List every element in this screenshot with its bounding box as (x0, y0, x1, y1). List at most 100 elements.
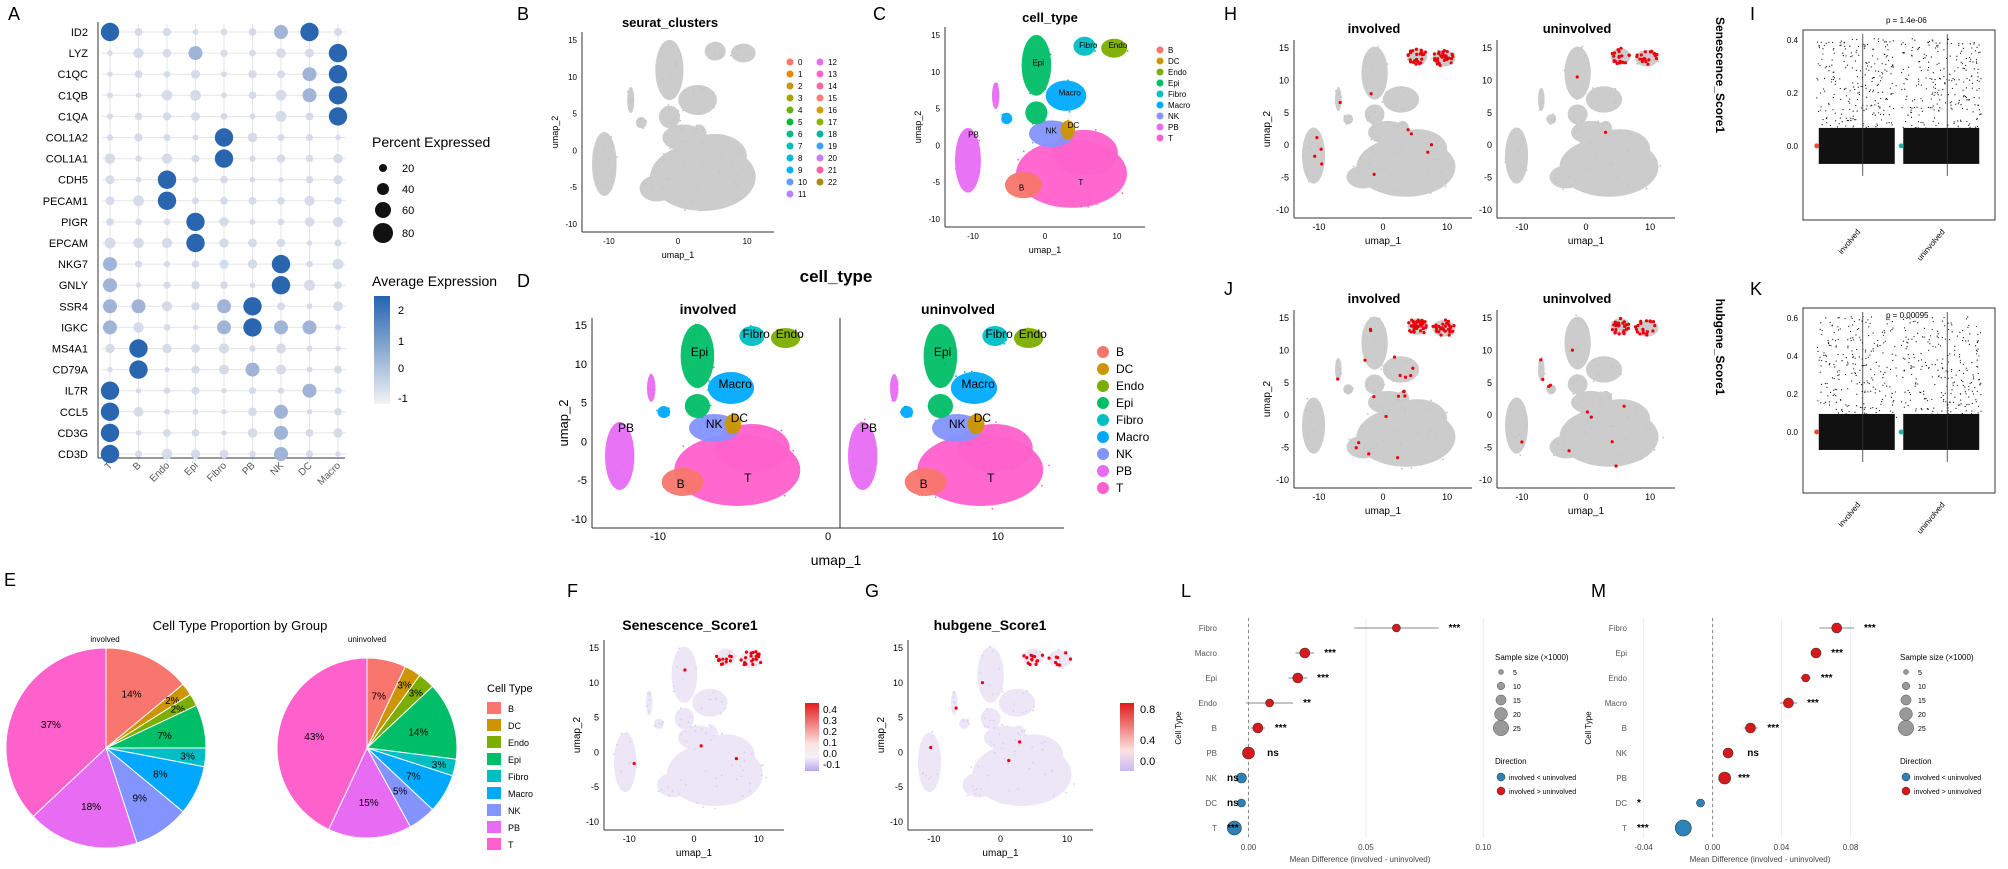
jitter-point (1879, 344, 1881, 347)
jitter-point (1877, 40, 1880, 43)
jitter-point (1877, 102, 1879, 104)
jitter-point (1839, 78, 1841, 80)
highlight-point (1446, 321, 1450, 326)
jitter-point (1913, 107, 1916, 109)
cell-point (962, 720, 965, 723)
cell-point (762, 463, 764, 466)
jitter-point (1855, 405, 1858, 407)
cell-point (709, 698, 712, 701)
cell-point (1424, 56, 1426, 59)
jitter-point (1892, 359, 1894, 362)
cell-point (989, 684, 992, 687)
expression-dot (100, 423, 120, 443)
cell-point (660, 789, 663, 791)
jitter-point (1891, 404, 1894, 406)
cell-point (1615, 365, 1618, 368)
jitter-point (1951, 87, 1953, 90)
jitter-point (1847, 339, 1849, 341)
jitter-point (1854, 411, 1856, 413)
jitter-point (1969, 60, 1971, 63)
cell-point (1576, 374, 1578, 376)
scale-F: 0.4 0.3 0.2 0.1 0.0 -0.1 (805, 703, 841, 771)
cell-point (778, 333, 781, 336)
cell-point (866, 470, 869, 473)
cell-point (899, 411, 902, 414)
jitter-point (1971, 87, 1973, 89)
estimate-point (1810, 647, 1822, 659)
jitter-point (1914, 39, 1916, 41)
cell-point (945, 404, 948, 407)
jitter-point (1825, 361, 1827, 363)
cell-point (947, 327, 950, 330)
tick-label: 10 (1482, 75, 1492, 85)
jitter-point (1976, 350, 1978, 352)
jitter-point (1865, 357, 1867, 359)
jitter-point (1979, 113, 1981, 116)
highlight-point (1452, 324, 1456, 328)
scale-label: 0.0 (1140, 756, 1155, 768)
cell-point (741, 795, 744, 797)
jitter-point (1976, 62, 1978, 64)
cell-point (986, 707, 989, 710)
tick-label: 10 (1442, 492, 1452, 502)
axis-title: umap_2 (1262, 110, 1273, 147)
expression-dot (275, 364, 287, 375)
jitter-point (1943, 49, 1945, 51)
expression-dot (243, 318, 262, 337)
cell-point (953, 369, 956, 372)
violin-body (1903, 127, 1980, 164)
legend-label: B (1168, 46, 1173, 55)
highlight-point (1435, 327, 1439, 331)
expression-dot (135, 218, 142, 226)
jitter-point (1865, 62, 1867, 64)
jitter-point (1932, 72, 1934, 74)
cell-point (1080, 92, 1082, 95)
group-label: NK (269, 460, 287, 478)
cluster-Epi (1364, 374, 1385, 395)
jitter-point (1962, 67, 1964, 69)
cell-point (695, 148, 698, 150)
jitter-point (1845, 95, 1848, 97)
estimate-point (1718, 771, 1731, 785)
cell-point (760, 764, 762, 767)
legend-swatch (786, 190, 794, 198)
umap-title-D: cell_type (800, 267, 873, 286)
highlight-point (749, 654, 753, 658)
highlight-point (1409, 373, 1413, 378)
cell-point (1576, 403, 1579, 406)
tick-label: -5 (1484, 173, 1492, 183)
cell-point (1033, 114, 1036, 117)
axis-title: Cell Type (1584, 711, 1593, 745)
pval-K: p = 0.00095 (1886, 311, 1929, 320)
jitter-point (1932, 320, 1934, 323)
cell-point (668, 57, 671, 60)
expression-dot (107, 366, 113, 373)
gene-label: GNLY (59, 280, 89, 292)
cell-point (863, 418, 866, 421)
cell-point (1574, 121, 1577, 124)
expression-dot (191, 344, 200, 353)
jitter-point (1827, 340, 1829, 342)
jitter-point (1874, 114, 1877, 116)
cell-point (1014, 187, 1017, 190)
jitter-point (1854, 60, 1857, 62)
jitter-point (1920, 84, 1923, 86)
cell-point (927, 405, 930, 407)
cell-point (936, 376, 939, 379)
jitter-point (1931, 317, 1934, 319)
legend-label: 21 (828, 166, 837, 175)
jitter-point (1950, 392, 1952, 395)
expression-dot (217, 320, 231, 335)
tick-label: -10 (1312, 222, 1325, 232)
cell-point (1062, 140, 1065, 143)
cell-point (734, 45, 737, 48)
cell-point (1061, 142, 1064, 144)
legend-label: 20 (1918, 712, 1926, 719)
jitter-point (1931, 363, 1933, 366)
jitter-point (1824, 67, 1826, 69)
expression-dot (133, 47, 144, 59)
cell-point (1606, 148, 1609, 151)
jitter-point (1831, 324, 1833, 326)
highlight-point (1440, 55, 1444, 59)
expression-dot (107, 50, 113, 56)
